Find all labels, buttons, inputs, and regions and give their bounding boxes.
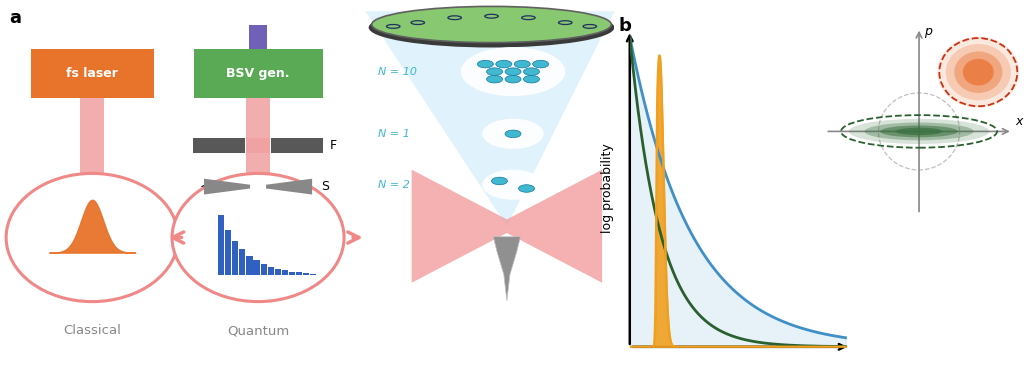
Text: log probability: log probability bbox=[601, 144, 614, 233]
Ellipse shape bbox=[514, 60, 530, 68]
Bar bbox=[310, 274, 316, 275]
Ellipse shape bbox=[532, 60, 549, 68]
Ellipse shape bbox=[369, 8, 614, 48]
Ellipse shape bbox=[505, 130, 521, 138]
Bar bbox=[260, 264, 266, 275]
Text: p: p bbox=[924, 25, 932, 38]
Polygon shape bbox=[247, 175, 269, 195]
Ellipse shape bbox=[505, 68, 521, 75]
Ellipse shape bbox=[864, 123, 974, 140]
Text: N = 10: N = 10 bbox=[378, 67, 417, 77]
Bar bbox=[282, 270, 288, 275]
Polygon shape bbox=[250, 25, 266, 49]
Polygon shape bbox=[494, 237, 520, 301]
Bar bbox=[253, 261, 259, 275]
Polygon shape bbox=[366, 11, 614, 226]
Polygon shape bbox=[247, 153, 269, 177]
Text: N = 2: N = 2 bbox=[378, 180, 410, 190]
Text: F: F bbox=[330, 139, 336, 152]
FancyBboxPatch shape bbox=[194, 49, 323, 98]
Bar bbox=[267, 267, 273, 275]
Ellipse shape bbox=[954, 51, 1002, 93]
Text: S: S bbox=[322, 180, 330, 193]
Polygon shape bbox=[204, 179, 250, 195]
Text: Classical: Classical bbox=[63, 324, 121, 337]
Bar bbox=[289, 271, 295, 275]
Bar bbox=[274, 269, 281, 275]
Text: fs laser: fs laser bbox=[67, 67, 118, 80]
Polygon shape bbox=[266, 179, 312, 195]
Bar bbox=[247, 256, 253, 275]
Text: b: b bbox=[618, 17, 632, 35]
Ellipse shape bbox=[461, 47, 565, 96]
Text: N = 1: N = 1 bbox=[378, 129, 410, 139]
Polygon shape bbox=[247, 98, 269, 153]
Bar bbox=[296, 273, 302, 275]
Text: Quantum: Quantum bbox=[227, 324, 289, 337]
Ellipse shape bbox=[477, 60, 494, 68]
Ellipse shape bbox=[486, 75, 503, 83]
Ellipse shape bbox=[482, 170, 544, 200]
Bar bbox=[303, 273, 309, 275]
Ellipse shape bbox=[523, 75, 540, 83]
Ellipse shape bbox=[372, 6, 611, 43]
Ellipse shape bbox=[946, 44, 1011, 100]
Ellipse shape bbox=[523, 68, 540, 75]
Bar bbox=[232, 241, 239, 275]
Ellipse shape bbox=[896, 128, 942, 135]
Polygon shape bbox=[81, 98, 103, 181]
Polygon shape bbox=[247, 138, 269, 153]
FancyBboxPatch shape bbox=[31, 49, 154, 98]
Bar bbox=[193, 138, 245, 153]
Ellipse shape bbox=[963, 59, 993, 86]
Bar bbox=[240, 249, 246, 275]
Text: BSV gen.: BSV gen. bbox=[226, 67, 290, 80]
Ellipse shape bbox=[496, 60, 512, 68]
Ellipse shape bbox=[492, 177, 508, 185]
Ellipse shape bbox=[937, 37, 1020, 108]
Ellipse shape bbox=[849, 119, 989, 144]
Bar bbox=[218, 215, 224, 275]
Ellipse shape bbox=[518, 185, 535, 192]
Ellipse shape bbox=[505, 75, 521, 83]
Ellipse shape bbox=[880, 126, 958, 137]
Polygon shape bbox=[412, 170, 602, 283]
Ellipse shape bbox=[172, 173, 344, 302]
Bar bbox=[250, 25, 266, 49]
Ellipse shape bbox=[6, 173, 178, 302]
Ellipse shape bbox=[486, 68, 503, 75]
Ellipse shape bbox=[482, 119, 544, 149]
Text: x: x bbox=[1016, 115, 1023, 129]
Bar bbox=[271, 138, 324, 153]
Bar bbox=[225, 230, 231, 275]
Text: a: a bbox=[9, 9, 22, 28]
